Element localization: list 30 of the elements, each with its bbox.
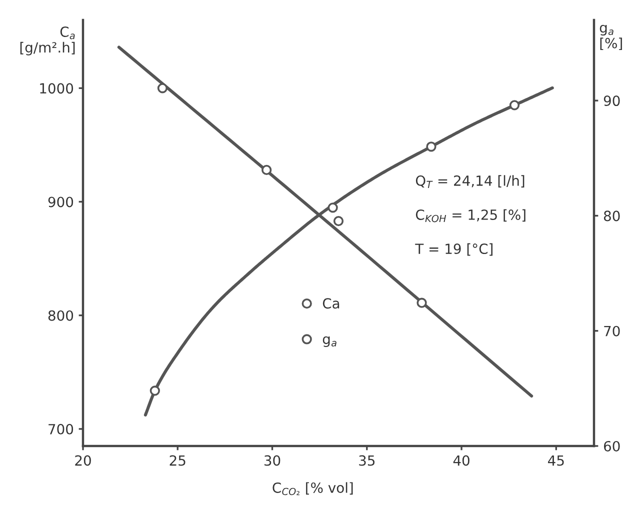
legend-label: Ca <box>322 298 340 309</box>
annotation: C$_{KOH}$ = 1,25 [%] <box>416 209 526 222</box>
y-tick-label: 1000 <box>40 83 74 94</box>
point <box>328 202 338 213</box>
x-tick-label: 35 <box>359 455 375 466</box>
y2-tick-label: 90 <box>604 96 620 106</box>
annotation: Q$_{T}$ = 24,14 [l/h] <box>416 175 524 188</box>
point <box>157 83 168 94</box>
x-tick-label: 25 <box>170 455 186 466</box>
legend-label: g$_{a}$ <box>322 336 336 347</box>
x-tick-label: 20 <box>75 455 91 466</box>
x-axis-title: C$_{CO₂}$ [% vol] <box>272 482 353 496</box>
x-tick-label: 30 <box>264 455 280 466</box>
annotation: T = 19 [°C] <box>415 243 492 256</box>
y-tick-label: 800 <box>48 310 74 321</box>
point <box>150 386 160 396</box>
y2-tick-label: 70 <box>604 326 620 336</box>
point <box>416 298 427 308</box>
y-tick-label: 900 <box>48 196 74 208</box>
point <box>262 164 272 176</box>
x-tick-label: 45 <box>548 455 564 466</box>
x-tick-label: 40 <box>453 455 470 466</box>
y-axis-title: C$_{a}$ [g/m².h] <box>20 26 75 56</box>
y-tick-label: 700 <box>48 424 74 434</box>
point <box>426 142 436 152</box>
y2-tick-label: 60 <box>604 440 620 452</box>
y2-axis-title: g$_{a}$ [%] <box>600 24 622 50</box>
point <box>509 100 520 110</box>
y2-tick-label: 80 <box>604 210 620 222</box>
point <box>333 216 344 226</box>
